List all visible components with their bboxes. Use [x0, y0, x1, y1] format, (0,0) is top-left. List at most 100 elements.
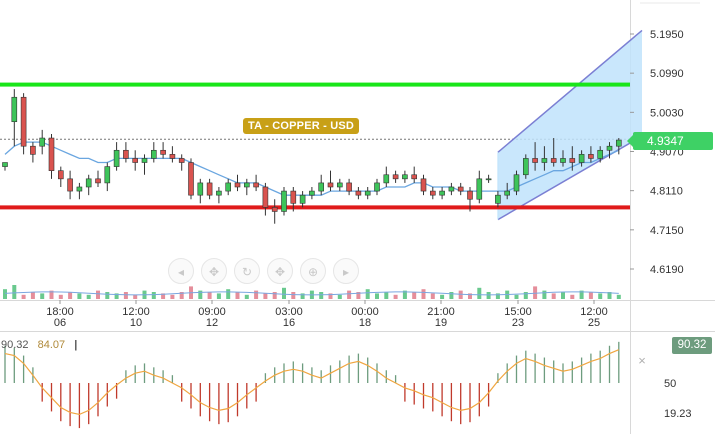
candle — [560, 150, 566, 167]
candle — [95, 170, 101, 187]
candle-body — [30, 145, 36, 155]
oscillator-separator — [0, 331, 715, 332]
volume-bar — [226, 289, 231, 299]
candle — [420, 174, 427, 196]
volume-bar — [588, 292, 593, 299]
candle — [411, 166, 418, 183]
candle-body — [67, 178, 73, 192]
candle — [476, 170, 483, 204]
candle — [309, 186, 315, 200]
candle-body — [374, 182, 380, 192]
candle — [76, 182, 83, 200]
volume-bar — [337, 294, 342, 299]
candle-body — [318, 182, 325, 192]
candle — [597, 146, 604, 163]
date-tick-label: 10 — [130, 317, 142, 329]
candle — [336, 178, 343, 192]
support-line[interactable] — [0, 205, 630, 210]
candle-body — [541, 158, 548, 163]
date-tick-label: 12 — [206, 317, 218, 329]
volume-bar — [598, 293, 603, 299]
volume-bar — [216, 293, 221, 299]
candle — [67, 170, 73, 200]
candle — [225, 178, 231, 196]
date-tick-label: 23 — [512, 317, 524, 329]
arrow-right-icon[interactable]: ▸ — [333, 258, 359, 284]
candle-body — [85, 178, 92, 188]
candle — [244, 178, 250, 196]
zoom-icon[interactable]: ⊕ — [300, 258, 326, 284]
volume-bar — [384, 292, 389, 299]
candle — [132, 150, 138, 171]
candle-body — [271, 207, 278, 212]
volume-bar — [430, 293, 435, 299]
candle-body — [467, 190, 473, 200]
candle — [253, 174, 259, 192]
volume-bar — [272, 292, 277, 299]
candle — [104, 162, 111, 192]
candle-body — [160, 149, 166, 155]
candle-body — [197, 182, 204, 196]
price-badge-pointer — [627, 135, 633, 147]
candle — [216, 186, 222, 204]
candle — [355, 186, 362, 200]
volume-bar — [514, 294, 519, 299]
time-tick-label: 12:00 — [580, 306, 608, 318]
support-resistance-lines — [0, 82, 630, 210]
candle-body — [569, 158, 576, 163]
date-tick-label: 25 — [588, 317, 600, 329]
oscillator-level-low: 19.23 — [664, 408, 692, 420]
volume-bar — [170, 294, 175, 299]
oscillator-value-b: 84.07 — [37, 339, 66, 351]
candle — [439, 186, 445, 200]
date-tick-label: 16 — [283, 317, 295, 329]
candle — [485, 174, 492, 183]
candle — [39, 129, 46, 155]
volume-bar — [161, 293, 166, 299]
candle-body — [141, 158, 148, 163]
time-tick-label: 15:00 — [504, 306, 532, 318]
candle — [374, 178, 380, 196]
volume-bar — [551, 293, 556, 299]
volume-bar — [300, 293, 305, 299]
candle — [20, 93, 27, 155]
cycle-icon[interactable]: ↻ — [234, 258, 260, 284]
volume-bar — [412, 292, 417, 299]
volume-bar — [105, 292, 110, 299]
oscillator-panel: 50 19.23 — [4, 341, 692, 429]
chart-toolbar: ◂ ✥ ↻ ✥ ⊕ ▸ — [168, 258, 359, 284]
close-icon[interactable]: × — [638, 353, 646, 368]
candle-body — [95, 178, 101, 184]
pointer-icon[interactable]: ✥ — [201, 258, 227, 284]
volume-bar — [421, 289, 426, 299]
volume-bar — [77, 293, 82, 299]
candle-body — [448, 186, 455, 192]
candle-body — [392, 174, 399, 180]
volume-bar — [579, 290, 584, 299]
oscillator-readout: 90.32 84.07 | — [1, 338, 77, 352]
arrow-left-icon[interactable]: ◂ — [168, 258, 194, 284]
candle — [57, 166, 64, 187]
volume-bar — [523, 292, 528, 299]
candle-body — [225, 182, 231, 192]
candle — [429, 186, 436, 200]
time-tick-label: 18:00 — [46, 306, 74, 318]
volume-bar — [347, 290, 352, 299]
volume-bar — [235, 292, 240, 299]
channel-upper-line[interactable] — [497, 29, 643, 153]
candle — [578, 150, 585, 167]
time-tick-label: 12:00 — [122, 306, 150, 318]
volume-bar — [468, 293, 472, 299]
resistance-line[interactable] — [0, 82, 630, 87]
candle-body — [104, 166, 111, 184]
price-tick-label: 5.1950 — [650, 29, 684, 41]
candle-body — [253, 182, 259, 188]
axis-separator — [630, 0, 631, 434]
candle — [11, 89, 18, 147]
candle — [123, 142, 129, 163]
pointer-alt-icon[interactable]: ✥ — [267, 258, 293, 284]
volume-bar — [328, 293, 333, 299]
volume-bar — [561, 292, 565, 299]
date-tick-label: 19 — [435, 317, 447, 329]
volume-bar — [198, 290, 203, 299]
